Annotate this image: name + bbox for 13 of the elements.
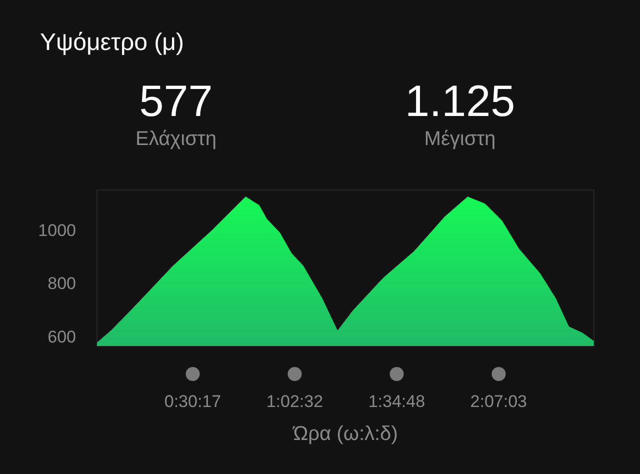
- chart-title: Υψόμετρο (μ): [40, 29, 184, 56]
- text: 577: [139, 77, 213, 126]
- x-tick-label: 1:34:48: [368, 392, 426, 411]
- text: Μέγιστη: [424, 128, 496, 150]
- y-tick-label: 600: [48, 327, 76, 346]
- text: 1.125: [404, 77, 516, 126]
- y-tick-label: 1000: [38, 220, 76, 240]
- x-tick-label: 0:30:17: [164, 392, 222, 411]
- y-tick-label: 800: [48, 274, 76, 294]
- x-axis-title: Ώρα (ω:λ:δ): [292, 423, 398, 445]
- text: Ελάχιστη: [136, 128, 216, 150]
- x-tick-label: 1:02:32: [266, 392, 324, 411]
- x-tick-label: 2:07:03: [470, 392, 528, 411]
